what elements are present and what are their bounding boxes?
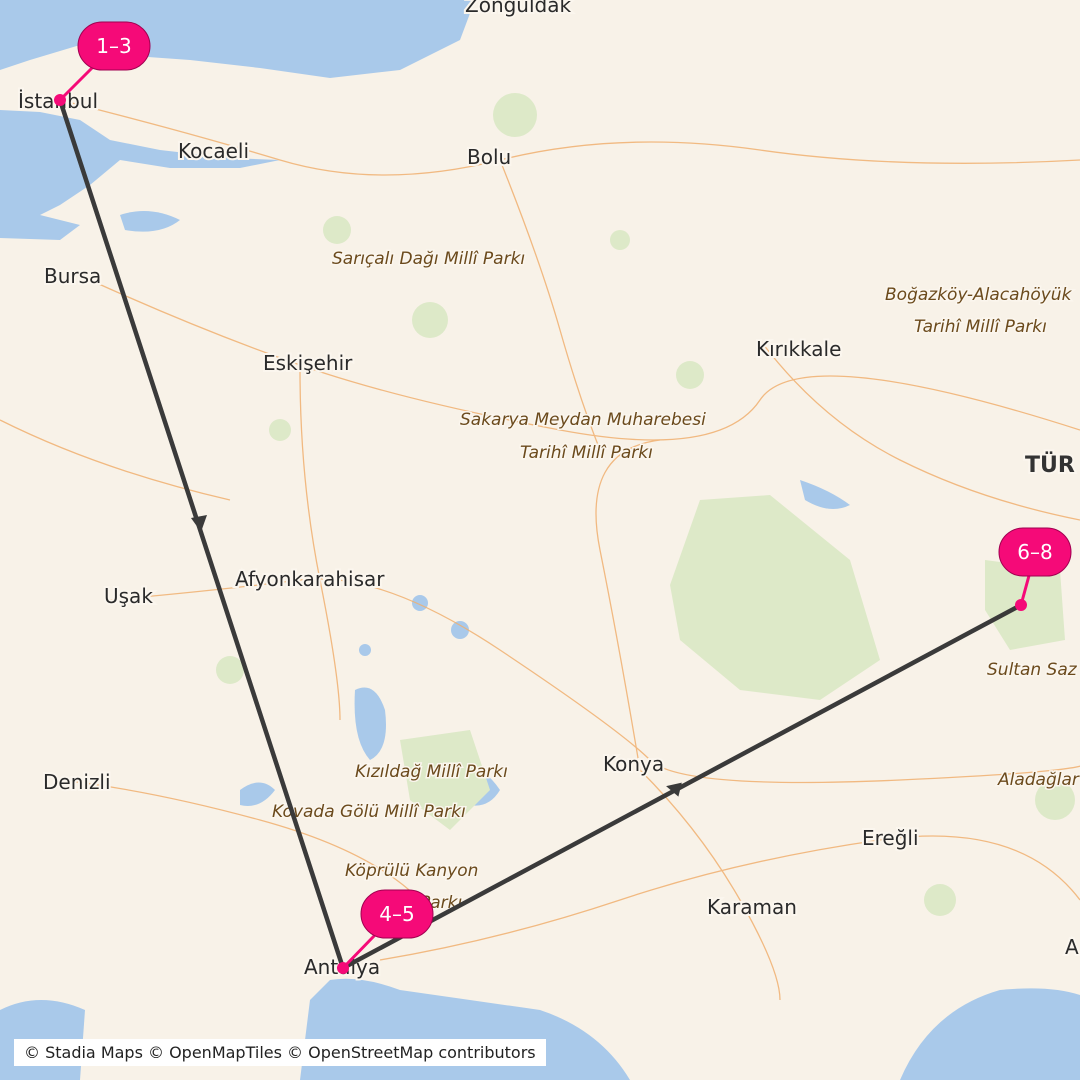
- route-segment: [57, 99, 346, 969]
- park-label: Sultan Saz: [987, 660, 1078, 680]
- city-label: Kırıkkale: [756, 337, 841, 361]
- park-label: Sarıçalı Dağı Millî Parkı: [332, 249, 525, 269]
- city-label: Karaman: [707, 895, 797, 919]
- marker-label: 4–5: [379, 902, 414, 926]
- marker-6-8[interactable]: 6–8: [998, 527, 1072, 611]
- place-labels: Zonguldak İstanbul Kocaeli Bolu Bursa Es…: [16, 0, 1080, 981]
- route-arrow-icon: [666, 782, 682, 797]
- park-label: Tarihî Millî Parkı: [914, 317, 1047, 337]
- city-label: Bursa: [44, 264, 101, 288]
- city-label: Uşak: [104, 584, 153, 608]
- park-label: Köprülü Kanyon: [345, 861, 478, 881]
- park-label: Sakarya Meydan Muharebesi: [460, 410, 706, 430]
- city-label: Eskişehir: [263, 351, 353, 375]
- park-label: Aladağlar: [997, 770, 1080, 790]
- marker-label: 1–3: [96, 34, 131, 58]
- parks: [216, 93, 1075, 916]
- city-label: Zonguldak: [465, 0, 571, 17]
- park-label: Tarihî Millî Parkı: [520, 443, 653, 463]
- marker-dot[interactable]: [1015, 599, 1027, 611]
- roads: [0, 99, 1080, 1001]
- city-label: Konya: [603, 752, 664, 776]
- edge-label: A: [1065, 935, 1079, 959]
- marker-4-5[interactable]: 4–5: [337, 889, 434, 974]
- route-arrow-icon: [191, 515, 207, 532]
- park-label: Kovada Gölü Millî Parkı: [272, 802, 466, 822]
- marker-label: 6–8: [1017, 540, 1052, 564]
- city-label: Ereğli: [862, 826, 919, 850]
- marker-dot[interactable]: [337, 962, 349, 974]
- marker-1-3[interactable]: 1–3: [54, 21, 151, 106]
- country-label: TÜR: [1025, 452, 1075, 478]
- map-attribution[interactable]: © Stadia Maps © OpenMapTiles © OpenStree…: [14, 1039, 546, 1066]
- marker-dot[interactable]: [54, 94, 66, 106]
- park-label: Boğazköy-Alacahöyük: [885, 285, 1073, 305]
- route-segment: [341, 603, 1023, 970]
- city-label: Bolu: [467, 145, 511, 169]
- park-label: Kızıldağ Millî Parkı: [355, 762, 508, 782]
- city-label: İstanbul: [18, 89, 98, 113]
- route: [57, 99, 1023, 970]
- city-label: Afyonkarahisar: [235, 567, 385, 591]
- city-label: Denizli: [43, 770, 111, 794]
- city-label: Kocaeli: [178, 139, 249, 163]
